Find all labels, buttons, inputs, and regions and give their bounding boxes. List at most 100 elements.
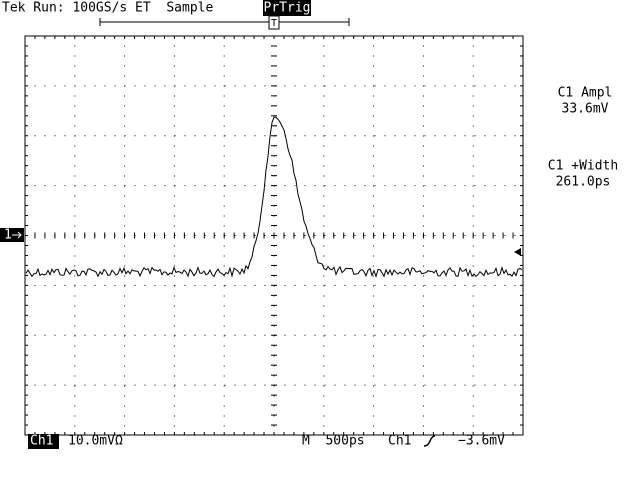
grid-dot bbox=[74, 425, 76, 427]
grid-dot bbox=[74, 285, 76, 287]
grid-dot bbox=[244, 235, 246, 236]
grid-dot bbox=[334, 284, 336, 286]
grid-dot bbox=[422, 365, 424, 367]
grid-dot bbox=[74, 345, 76, 347]
grid-dot bbox=[74, 185, 76, 187]
grid-dot bbox=[74, 105, 76, 107]
grid-dot bbox=[173, 405, 175, 407]
trigger-level-arrow bbox=[514, 248, 521, 256]
grid-dot bbox=[223, 245, 225, 247]
grid-dot bbox=[223, 185, 225, 187]
grid-dot bbox=[124, 305, 126, 307]
grid-dot bbox=[124, 325, 126, 327]
grid-dot bbox=[323, 195, 325, 197]
grid-dot bbox=[144, 284, 146, 286]
grid-dot bbox=[74, 135, 76, 137]
grid-dot bbox=[373, 75, 375, 77]
grid-dot bbox=[173, 125, 175, 127]
grid-dot bbox=[323, 315, 325, 317]
grid-dot bbox=[134, 334, 136, 336]
grid-dot bbox=[323, 65, 325, 67]
grid-dot bbox=[422, 355, 424, 357]
grid-dot bbox=[323, 55, 325, 57]
grid-dot bbox=[223, 395, 225, 397]
grid-dot bbox=[344, 85, 346, 87]
grid-dot bbox=[154, 85, 156, 87]
grid-dot bbox=[334, 384, 336, 386]
grid-dot bbox=[472, 95, 474, 97]
grid-dot bbox=[422, 335, 424, 337]
grid-dot bbox=[444, 135, 446, 137]
grid-dot bbox=[223, 285, 225, 287]
grid-dot bbox=[54, 85, 56, 87]
grid-dot bbox=[404, 235, 406, 236]
grid-dot bbox=[374, 135, 376, 137]
grid-dot bbox=[434, 135, 436, 137]
grid-dot bbox=[422, 215, 424, 217]
grid-dot bbox=[244, 334, 246, 336]
grid-dot bbox=[422, 295, 424, 297]
grid-dot bbox=[84, 135, 86, 137]
grid-dot bbox=[173, 325, 175, 327]
grid-dot bbox=[323, 135, 325, 137]
grid-dot bbox=[474, 284, 476, 286]
grid-dot bbox=[514, 384, 516, 386]
grid-dot bbox=[134, 135, 136, 137]
grid-dot bbox=[504, 235, 506, 236]
grid-dot bbox=[354, 284, 356, 286]
grid-dot bbox=[174, 284, 176, 286]
grid-dot bbox=[344, 185, 346, 187]
grid-dot bbox=[124, 95, 126, 97]
grid-dot bbox=[64, 334, 66, 336]
grid-dot bbox=[394, 85, 396, 87]
grid-dot bbox=[84, 284, 86, 286]
grid-dot bbox=[74, 325, 76, 327]
grid-dot bbox=[422, 55, 424, 57]
grid-dot bbox=[124, 125, 126, 127]
grid-dot bbox=[434, 284, 436, 286]
grid-dot bbox=[34, 334, 36, 336]
grid-dot bbox=[173, 225, 175, 227]
grid-dot bbox=[173, 135, 175, 137]
grid-dot bbox=[154, 185, 156, 187]
grid-dot bbox=[124, 185, 126, 187]
grid-dot bbox=[422, 275, 424, 277]
grid-dot bbox=[422, 65, 424, 67]
grid-dot bbox=[373, 355, 375, 357]
grid-dot bbox=[64, 185, 66, 187]
grid-dot bbox=[414, 334, 416, 336]
grid-dot bbox=[444, 384, 446, 386]
grid-dot bbox=[74, 255, 76, 257]
grid-dot bbox=[173, 75, 175, 77]
grid-dot bbox=[273, 305, 275, 307]
grid-dot bbox=[74, 215, 76, 217]
grid-dot bbox=[304, 284, 306, 286]
grid-dot bbox=[444, 235, 446, 236]
grid-dot bbox=[472, 365, 474, 367]
grid-dot bbox=[304, 185, 306, 187]
grid-dot bbox=[444, 85, 446, 87]
grid-dot bbox=[173, 185, 175, 187]
grid-dot bbox=[472, 375, 474, 377]
grid-dot bbox=[173, 315, 175, 317]
grid-dot bbox=[273, 365, 275, 367]
grid-dot bbox=[472, 425, 474, 427]
grid-dot bbox=[104, 135, 106, 137]
grid-dot bbox=[124, 175, 126, 177]
grid-dot bbox=[364, 185, 366, 187]
grid-dot bbox=[124, 335, 126, 337]
grid-dot bbox=[384, 85, 386, 87]
grid-dot bbox=[114, 185, 116, 187]
grid-dot bbox=[373, 225, 375, 227]
grid-dot bbox=[194, 284, 196, 286]
grid-dot bbox=[74, 275, 76, 277]
grid-dot bbox=[254, 235, 256, 236]
grid-dot bbox=[124, 105, 126, 107]
grid-dot bbox=[414, 135, 416, 137]
grid-dot bbox=[422, 285, 424, 287]
grid-dot bbox=[373, 395, 375, 397]
grid-dot bbox=[74, 295, 76, 297]
grid-dot bbox=[173, 65, 175, 67]
grid-dot bbox=[223, 205, 225, 207]
grid-dot bbox=[173, 55, 175, 57]
